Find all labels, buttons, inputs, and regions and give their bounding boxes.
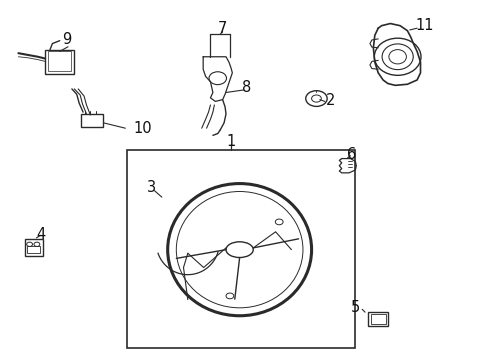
Text: 2: 2 bbox=[325, 93, 335, 108]
Text: 8: 8 bbox=[242, 80, 251, 95]
Text: 5: 5 bbox=[350, 300, 360, 315]
Text: 1: 1 bbox=[226, 134, 235, 149]
Text: 3: 3 bbox=[146, 180, 155, 195]
Bar bbox=[368, 312, 387, 326]
Bar bbox=[126, 150, 355, 348]
Bar bbox=[81, 114, 102, 127]
Text: 6: 6 bbox=[346, 147, 355, 162]
Bar bbox=[27, 246, 40, 253]
Text: 11: 11 bbox=[414, 18, 433, 33]
Bar bbox=[47, 51, 71, 71]
Text: 7: 7 bbox=[218, 21, 227, 36]
Bar bbox=[25, 239, 43, 256]
Text: 9: 9 bbox=[62, 32, 72, 48]
Bar bbox=[45, 50, 74, 74]
Text: 4: 4 bbox=[37, 227, 46, 242]
Text: 10: 10 bbox=[133, 121, 151, 136]
Bar bbox=[370, 314, 385, 324]
